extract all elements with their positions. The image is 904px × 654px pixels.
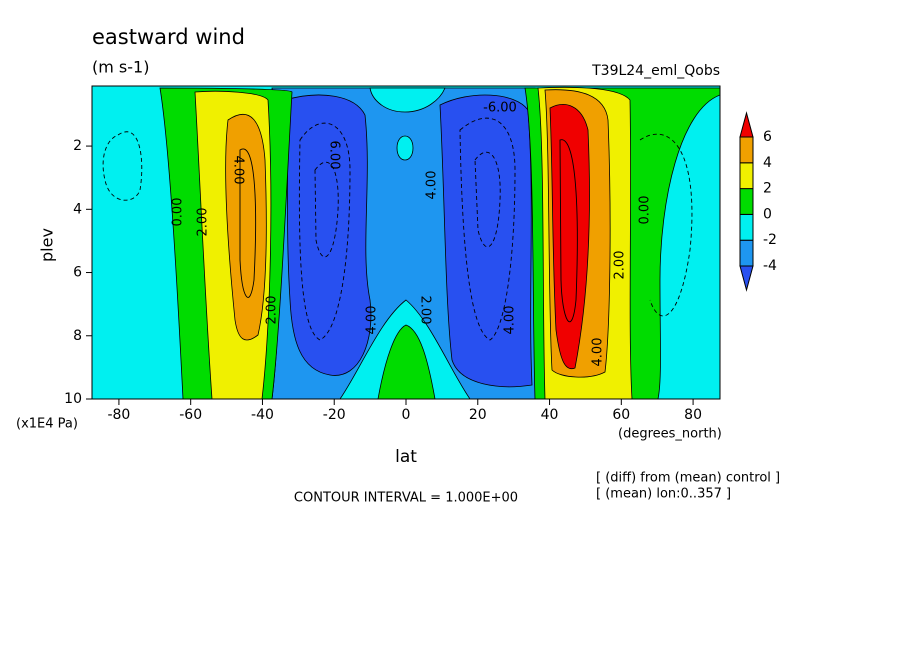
x-tick-label: 60 [612,407,630,423]
x-tick-label: -80 [107,407,130,423]
colorbar-band [739,136,754,164]
y-tick-label: 10 [64,391,82,407]
contour-label: 2.00 [265,296,280,325]
x-tick-label: -20 [323,407,346,423]
contour-label: 4.00 [231,156,246,185]
chart-subtitle: (m s-1) [92,58,149,77]
contour-label: 2.00 [196,208,211,237]
chart-title: eastward wind [92,25,245,49]
x-tick-label: -40 [251,407,274,423]
contour-line [314,161,339,258]
contour-interval: CONTOUR INTERVAL = 1.000E+00 [294,491,518,506]
annotation: [ (mean) lon:0..357 ] [596,487,731,502]
contour-label: 4.00 [503,306,518,335]
x-tick-label: 40 [541,407,559,423]
colorbar-triangle [739,265,754,292]
contour-line [474,151,501,248]
contour-line [298,122,351,341]
colorbar-band [739,188,754,215]
contour-label: 4.00 [591,338,606,367]
colorbar-band [739,162,754,190]
colorbar-band [739,239,754,267]
colorbar-label: -4 [763,258,777,274]
colorbar-label: 0 [763,206,772,222]
contour-line [639,133,693,317]
contour-region [377,324,436,399]
x-tick-label: 20 [469,407,487,423]
y-tick-label: 2 [73,138,82,154]
contour-region [396,135,414,161]
contour-label: 2.00 [613,251,628,280]
contour-label: -6.00 [483,101,517,116]
y-tick-label: 6 [73,265,82,281]
colorbar-label: 6 [763,129,772,145]
contour-region [369,87,446,113]
contour-label: 4.00 [365,306,380,335]
run-label: T39L24_eml_Qobs [591,63,720,79]
contour-label: 2.00 [418,296,433,325]
contour-label: 4.00 [425,171,440,200]
contour-region [284,94,372,376]
y-axis-label: plev [38,228,57,262]
x-tick-label: 0 [402,407,411,423]
colorbar-band [739,213,754,241]
colorbar-label: 4 [763,155,772,171]
contour-line [559,139,578,323]
x-tick-label: -60 [179,407,202,423]
y-unit: (x1E4 Pa) [16,417,78,432]
colorbar-label: -2 [763,232,777,248]
contour-region [439,94,533,388]
contour-line [239,148,257,298]
contour-region [225,114,267,341]
x-axis-label: lat [395,447,417,467]
contour-label: 0.00 [638,196,653,225]
colorbar-triangle [739,111,754,138]
contour-label: 0.00 [171,198,186,227]
y-tick-label: 4 [73,201,82,217]
contour-label: 6.00 [327,141,342,170]
plot-area: 0.00 2.00 4.00 2.00 6.00 4.00 2.00 4.00 -6.00 4.0… [92,86,720,399]
contour-line [102,131,143,201]
x-unit: (degrees_north) [618,427,722,442]
contour-line [459,117,516,341]
y-tick-label: 8 [73,328,82,344]
annotation: [ (diff) from (mean) control ] [596,471,780,486]
colorbar-label: 2 [763,181,772,197]
x-tick-label: 80 [684,407,702,423]
